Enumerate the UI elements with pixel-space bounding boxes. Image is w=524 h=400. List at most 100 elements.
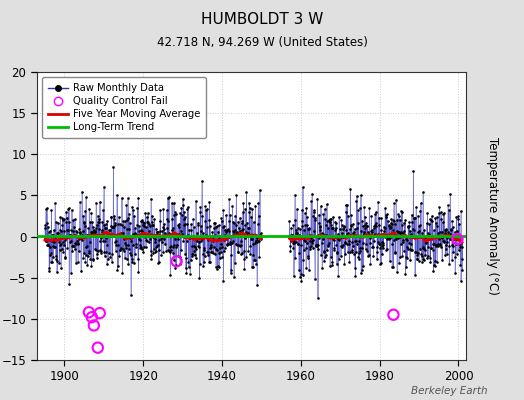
Point bbox=[163, 216, 171, 222]
Point bbox=[351, 238, 359, 244]
Point bbox=[375, 221, 384, 228]
Point bbox=[336, 234, 345, 241]
Point bbox=[226, 241, 235, 247]
Point bbox=[242, 254, 250, 260]
Point bbox=[51, 252, 60, 259]
Point bbox=[119, 218, 127, 224]
Point bbox=[164, 218, 172, 224]
Point bbox=[392, 216, 401, 223]
Point bbox=[251, 203, 259, 210]
Point bbox=[215, 222, 223, 228]
Point bbox=[227, 267, 235, 274]
Legend: Raw Monthly Data, Quality Control Fail, Five Year Moving Average, Long-Term Tren: Raw Monthly Data, Quality Control Fail, … bbox=[42, 77, 206, 138]
Point bbox=[182, 270, 191, 277]
Point bbox=[248, 236, 257, 243]
Point bbox=[304, 226, 313, 232]
Point bbox=[92, 225, 101, 231]
Point bbox=[373, 231, 381, 238]
Point bbox=[228, 233, 236, 240]
Point bbox=[363, 222, 371, 229]
Point bbox=[362, 246, 370, 252]
Point bbox=[334, 273, 342, 280]
Point bbox=[412, 204, 420, 211]
Point bbox=[358, 218, 366, 224]
Point bbox=[171, 211, 180, 217]
Point bbox=[430, 241, 438, 248]
Point bbox=[449, 224, 457, 230]
Point bbox=[428, 218, 436, 225]
Point bbox=[71, 240, 80, 247]
Point bbox=[78, 189, 86, 195]
Point bbox=[85, 248, 94, 254]
Point bbox=[454, 247, 463, 254]
Point bbox=[391, 249, 399, 256]
Point bbox=[422, 233, 430, 240]
Point bbox=[320, 248, 329, 254]
Point bbox=[194, 220, 202, 226]
Point bbox=[122, 202, 130, 208]
Point bbox=[408, 219, 416, 225]
Point bbox=[322, 231, 330, 238]
Point bbox=[192, 198, 200, 204]
Point bbox=[147, 196, 155, 202]
Point bbox=[296, 226, 304, 232]
Point bbox=[380, 234, 389, 240]
Point bbox=[451, 254, 460, 260]
Point bbox=[458, 256, 466, 262]
Point bbox=[220, 223, 228, 229]
Point bbox=[376, 260, 384, 267]
Point bbox=[287, 225, 295, 231]
Point bbox=[137, 227, 146, 233]
Point bbox=[82, 244, 91, 250]
Point bbox=[359, 230, 368, 237]
Point bbox=[96, 247, 104, 254]
Point bbox=[138, 219, 147, 225]
Point bbox=[117, 232, 125, 239]
Point bbox=[182, 238, 191, 245]
Point bbox=[210, 224, 219, 231]
Point bbox=[389, 200, 398, 206]
Point bbox=[381, 205, 389, 212]
Point bbox=[422, 220, 431, 226]
Point bbox=[385, 223, 393, 229]
Point bbox=[324, 217, 333, 224]
Point bbox=[51, 234, 59, 240]
Point bbox=[338, 244, 346, 250]
Point bbox=[118, 222, 126, 228]
Point bbox=[362, 220, 370, 226]
Point bbox=[124, 261, 133, 267]
Point bbox=[245, 209, 254, 216]
Point bbox=[222, 212, 230, 219]
Point bbox=[374, 199, 382, 206]
Point bbox=[168, 244, 177, 250]
Text: Berkeley Earth: Berkeley Earth bbox=[411, 386, 487, 396]
Point bbox=[453, 228, 462, 234]
Point bbox=[342, 226, 350, 233]
Point bbox=[177, 247, 185, 253]
Point bbox=[390, 218, 398, 224]
Point bbox=[158, 238, 166, 245]
Point bbox=[324, 242, 332, 248]
Point bbox=[382, 247, 390, 253]
Point bbox=[411, 249, 420, 256]
Point bbox=[436, 209, 445, 216]
Point bbox=[231, 213, 239, 219]
Point bbox=[366, 261, 375, 267]
Point bbox=[61, 219, 70, 225]
Point bbox=[122, 242, 130, 248]
Point bbox=[166, 244, 174, 251]
Point bbox=[321, 254, 330, 260]
Point bbox=[315, 226, 324, 233]
Point bbox=[60, 242, 69, 248]
Point bbox=[170, 200, 178, 207]
Point bbox=[353, 241, 362, 247]
Point bbox=[288, 232, 297, 238]
Point bbox=[438, 256, 446, 263]
Point bbox=[191, 243, 199, 250]
Point bbox=[46, 244, 54, 250]
Point bbox=[336, 234, 344, 241]
Point bbox=[213, 263, 222, 269]
Point bbox=[105, 249, 113, 256]
Point bbox=[165, 194, 173, 200]
Point bbox=[367, 226, 376, 233]
